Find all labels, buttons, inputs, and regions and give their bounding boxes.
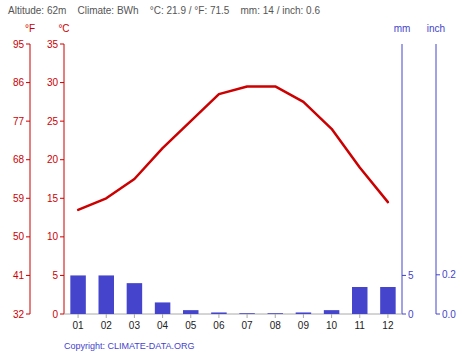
tick-mark: [162, 314, 163, 318]
chart: Altitude: 62m Climate: BWh °C: 21.9 / °F…: [0, 0, 474, 355]
axis-label: °F: [25, 23, 35, 34]
bar: [268, 313, 283, 314]
tick-label: 41: [13, 270, 25, 281]
tick-mark: [275, 314, 276, 318]
tick-label: 77: [13, 116, 25, 127]
tick-label: 25: [47, 116, 59, 127]
marks: [70, 86, 395, 314]
tick-label: 0: [52, 309, 58, 320]
tick-mark: [26, 314, 30, 315]
tick-label: 5: [408, 270, 414, 281]
tick-label: 5: [52, 270, 58, 281]
axis-y3: 32 41 50 59 68 77 86 95°F: [13, 23, 35, 320]
tick-mark: [402, 314, 406, 315]
bar: [296, 312, 311, 314]
tick-mark: [387, 314, 388, 318]
bar: [211, 312, 226, 314]
tick-label: 86: [13, 77, 25, 88]
tick-mark: [402, 275, 406, 276]
tick-mark: [60, 82, 64, 83]
tick-label: 02: [101, 320, 113, 331]
tick-label: 09: [298, 320, 310, 331]
axis-y4: 0.0 0.2 inch: [427, 23, 457, 320]
bar: [70, 275, 85, 314]
tick-mark: [26, 198, 30, 199]
tick-label: 0.2: [442, 269, 456, 280]
axis-label: °C: [58, 23, 69, 34]
axis-line: [30, 44, 31, 314]
axis-y2: 0 5 mm: [394, 23, 414, 320]
tick-label: 10: [47, 231, 59, 242]
axis-line: [64, 44, 65, 314]
tick-label: 01: [73, 320, 85, 331]
tick-label: 15: [47, 193, 59, 204]
tick-mark: [26, 159, 30, 160]
tick-mark: [60, 198, 64, 199]
tick-label: 08: [270, 320, 282, 331]
bar: [183, 310, 198, 314]
bar: [99, 275, 114, 314]
tick-mark: [26, 44, 30, 45]
tick-label: 10: [326, 320, 338, 331]
bar: [352, 287, 367, 314]
tick-mark: [247, 314, 248, 318]
tick-label: 12: [382, 320, 394, 331]
axis-line: [64, 314, 402, 315]
bar: [155, 302, 170, 314]
x-axis: 01 02 03 04 05 06 07 08 09 10 11 12: [64, 314, 402, 331]
bar: [324, 310, 339, 314]
tick-label: 30: [47, 77, 59, 88]
tick-mark: [60, 44, 64, 45]
tick-label: 05: [185, 320, 197, 331]
tick-mark: [218, 314, 219, 318]
bar: [380, 287, 395, 314]
tick-label: 11: [355, 320, 366, 331]
tick-mark: [78, 314, 79, 318]
tick-label: 50: [13, 231, 25, 242]
axis-label: mm: [394, 23, 411, 34]
bar: [239, 313, 254, 314]
tick-mark: [190, 314, 191, 318]
tick-mark: [60, 121, 64, 122]
tick-mark: [60, 236, 64, 237]
annotation: Copyright: CLIMATE-DATA.ORG: [64, 341, 195, 351]
tick-mark: [60, 275, 64, 276]
tick-mark: [134, 314, 135, 318]
tick-mark: [26, 121, 30, 122]
tick-mark: [26, 275, 30, 276]
axis-line: [402, 44, 403, 314]
tick-mark: [436, 314, 440, 315]
tick-mark: [26, 236, 30, 237]
tick-label: 03: [129, 320, 141, 331]
tick-mark: [436, 274, 440, 275]
tick-mark: [106, 314, 107, 318]
tick-label: 07: [242, 320, 254, 331]
tick-label: 06: [213, 320, 225, 331]
tick-label: 68: [13, 154, 25, 165]
axis-line: [436, 44, 437, 314]
tick-label: 59: [13, 193, 25, 204]
tick-label: 0.0: [442, 309, 456, 320]
tick-mark: [26, 82, 30, 83]
axis-label: inch: [427, 23, 445, 34]
line: [78, 86, 388, 209]
axis-y: 0 5 10 15 20 25 30 35 °C: [47, 23, 70, 320]
tick-mark: [303, 314, 304, 318]
tick-label: 35: [47, 39, 59, 50]
tick-mark: [359, 314, 360, 318]
tick-label: 04: [157, 320, 169, 331]
tick-label: 32: [13, 309, 25, 320]
tick-label: 20: [47, 154, 59, 165]
tick-label: 0: [408, 309, 414, 320]
tick-mark: [60, 314, 64, 315]
title: Altitude: 62m Climate: BWh °C: 21.9 / °F…: [8, 5, 320, 16]
tick-mark: [60, 159, 64, 160]
bar: [127, 283, 142, 314]
tick-label: 95: [13, 39, 25, 50]
tick-mark: [331, 314, 332, 318]
